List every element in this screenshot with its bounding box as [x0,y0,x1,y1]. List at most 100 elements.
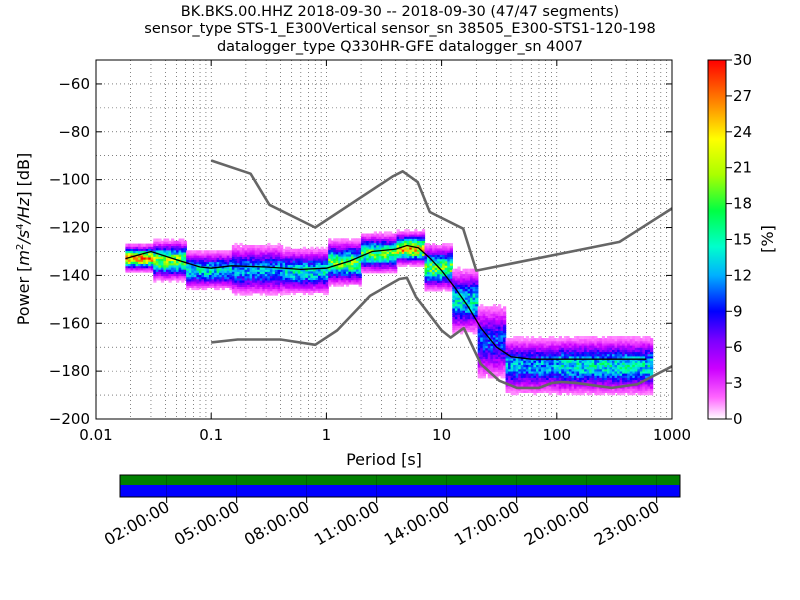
heatmap-cell [305,251,309,255]
heatmap-cell [637,340,641,344]
heatmap-cell [548,366,552,370]
heatmap-cell [229,278,233,282]
heatmap-cell [480,306,484,310]
heatmap-cell [201,274,205,278]
heatmap-cell [282,257,286,261]
heatmap-cell [541,338,545,342]
heatmap-cell [295,251,299,255]
heatmap-cell [338,266,342,270]
heatmap-cell [249,292,253,296]
heatmap-cell [366,233,370,237]
heatmap-cell [508,389,512,393]
heatmap-cell [145,245,149,249]
heatmap-cell [353,281,357,285]
heatmap-cell [358,257,362,261]
heatmap-cell [528,351,532,355]
heatmap-cell [292,248,296,252]
heatmap-cell [538,368,542,372]
heatmap-cell [226,282,230,286]
heatmap-cell [155,257,159,262]
high-noise-model [210,159,672,272]
heatmap-cell [541,374,545,378]
heatmap-cell [285,272,289,276]
heatmap-cell [272,262,276,266]
heatmap-cell [472,277,476,281]
heatmap-cell [586,389,590,393]
heatmap-cell [221,280,225,284]
heatmap-cell [629,381,633,385]
heatmap-cell [457,290,461,294]
heatmap-cell [627,387,631,391]
heatmap-cell [513,364,517,368]
heatmap-cell [515,370,519,374]
heatmap-cell [155,245,159,249]
heatmap-cell [401,237,405,241]
heatmap-cell [181,268,185,272]
heatmap-cell [452,309,456,313]
heatmap-cell [639,346,644,350]
heatmap-cell [498,310,502,314]
heatmap-cell [168,251,172,255]
heatmap-cell [536,353,540,357]
heatmap-cell [269,260,274,264]
heatmap-cell [381,255,385,259]
heatmap-cell [454,318,459,322]
heatmap-cell [247,266,251,270]
heatmap-cell [647,368,651,372]
heatmap-cell [196,286,200,291]
heatmap-cell [158,277,162,281]
heatmap-cell [500,319,504,323]
heatmap-cell [421,229,426,233]
heatmap-cell [300,251,304,255]
heatmap-cell [619,351,623,355]
heatmap-cell [627,342,631,346]
heatmap-cell [556,368,560,372]
heatmap-cell [411,257,415,261]
heatmap-cell [389,265,393,269]
heatmap-cell [487,327,491,331]
heatmap-cell [546,372,550,376]
heatmap-cell [399,242,403,246]
heatmap-cell [490,323,494,327]
heatmap-cell [645,387,649,391]
heatmap-cell [356,277,360,281]
heatmap-cell [596,368,600,372]
heatmap-cell [330,270,334,274]
heatmap-cell [528,364,532,368]
heatmap-cell [406,240,410,244]
heatmap-cell [254,249,258,253]
heatmap-cell [287,253,291,257]
heatmap-cell [125,263,129,267]
heatmap-cell [333,257,337,261]
heatmap-cell [252,268,256,272]
heatmap-cell [467,305,471,309]
heatmap-cell [371,240,375,244]
heatmap-cell [629,366,633,370]
heatmap-cell [389,252,393,257]
heatmap-cell [249,275,253,279]
heatmap-cell [292,255,296,259]
heatmap-cell [138,256,142,260]
heatmap-cell [571,344,575,348]
heatmap-cell [262,257,266,262]
heatmap-cell [295,266,299,270]
heatmap-cell [558,346,562,350]
heatmap-cell [515,376,519,381]
heatmap-cell [216,269,220,273]
heatmap-cell [166,249,170,253]
heatmap-cell [642,389,646,393]
heatmap-cell [348,257,352,261]
heatmap-cell [503,358,507,362]
heatmap-cell [277,247,281,251]
heatmap-cell [310,261,314,265]
heatmap-cell [525,389,529,393]
heatmap-cell [604,389,608,393]
heatmap-cell [500,323,504,327]
heatmap-cell [287,266,291,270]
heatmap-cell [465,275,469,279]
heatmap-cell [361,263,365,267]
heatmap-cell [127,243,132,247]
heatmap-cell [249,245,253,249]
heatmap-cell [351,270,355,274]
heatmap-cell [404,237,408,241]
